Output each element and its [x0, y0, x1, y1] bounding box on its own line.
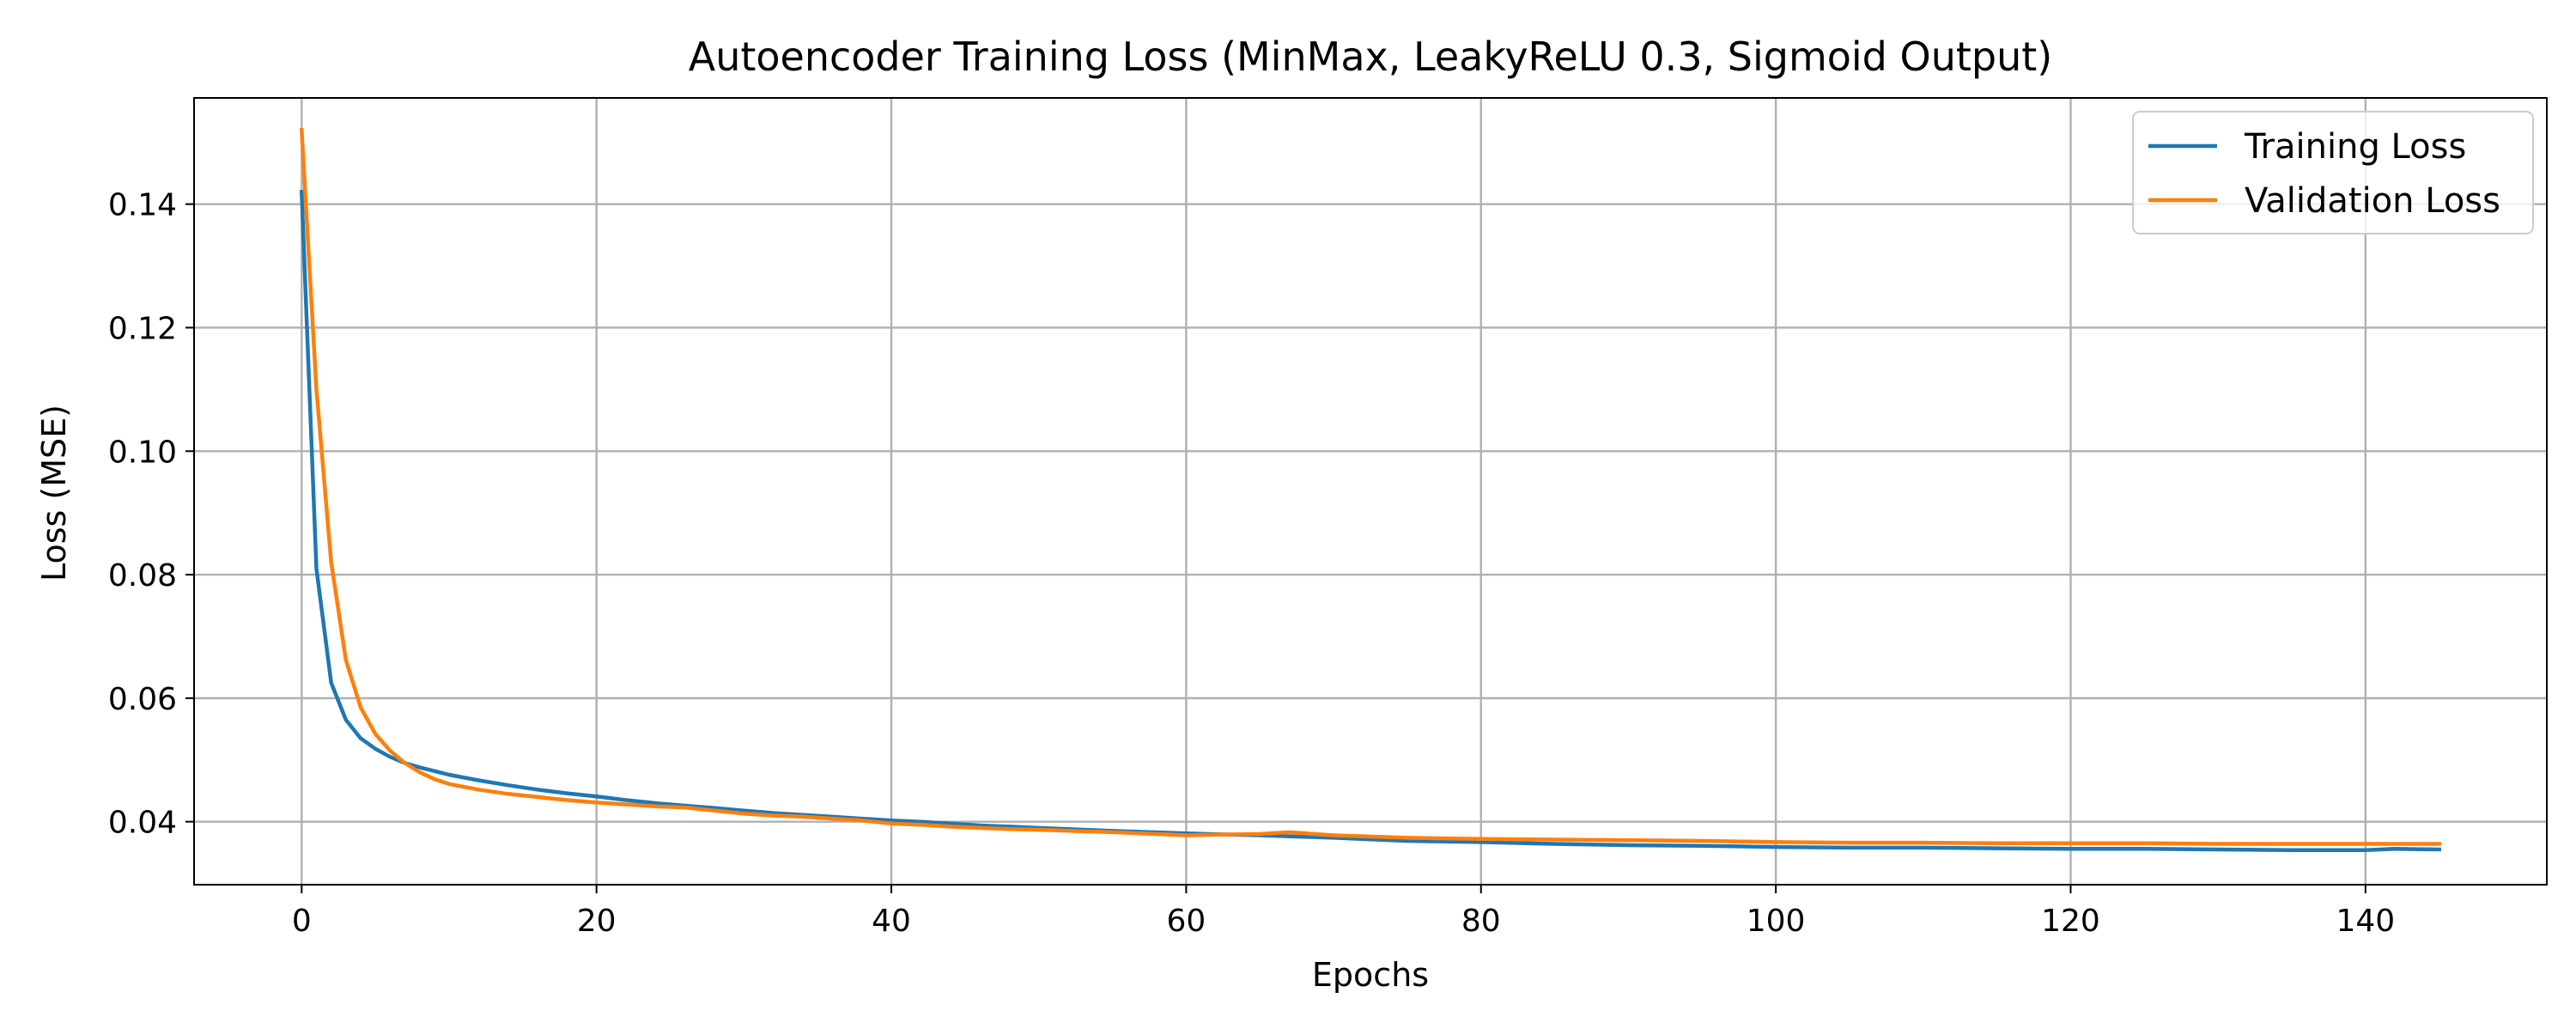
y-tick-label: 0.10 — [108, 435, 177, 470]
series-layer — [299, 128, 2441, 852]
y-tick-label: 0.06 — [108, 682, 177, 717]
x-tick-label: 40 — [872, 904, 911, 939]
legend-box — [2132, 111, 2534, 234]
series-line-training-loss — [299, 189, 2441, 852]
ticks-layer: 0 20 40 60 80 100 120 140 0.04 0.06 0.08 0.10 0.12 0.… — [108, 188, 2395, 939]
x-tick-label: 20 — [577, 904, 617, 939]
y-tick-label: 0.12 — [108, 311, 177, 346]
series-line-validation-loss — [299, 128, 2441, 846]
x-tick-label: 80 — [1461, 904, 1501, 939]
legend: Training Loss Validation Loss — [2132, 111, 2534, 234]
y-tick-label: 0.14 — [108, 188, 177, 223]
y-tick-label: 0.04 — [108, 806, 177, 841]
x-tick-label: 140 — [2336, 904, 2395, 939]
y-tick-label: 0.08 — [108, 558, 177, 594]
legend-label: Training Loss — [2244, 127, 2466, 167]
y-axis-label: Loss (MSE) — [35, 405, 73, 581]
x-tick-label: 60 — [1166, 904, 1206, 939]
x-tick-label: 0 — [292, 904, 312, 939]
legend-label: Validation Loss — [2245, 181, 2500, 221]
x-axis-label: Epochs — [1312, 956, 1429, 994]
plot-frame — [193, 97, 2548, 886]
chart-title: Autoencoder Training Loss (MinMax, Leaky… — [689, 33, 2053, 80]
x-tick-label: 100 — [1747, 904, 1806, 939]
x-tick-label: 120 — [2041, 904, 2100, 939]
